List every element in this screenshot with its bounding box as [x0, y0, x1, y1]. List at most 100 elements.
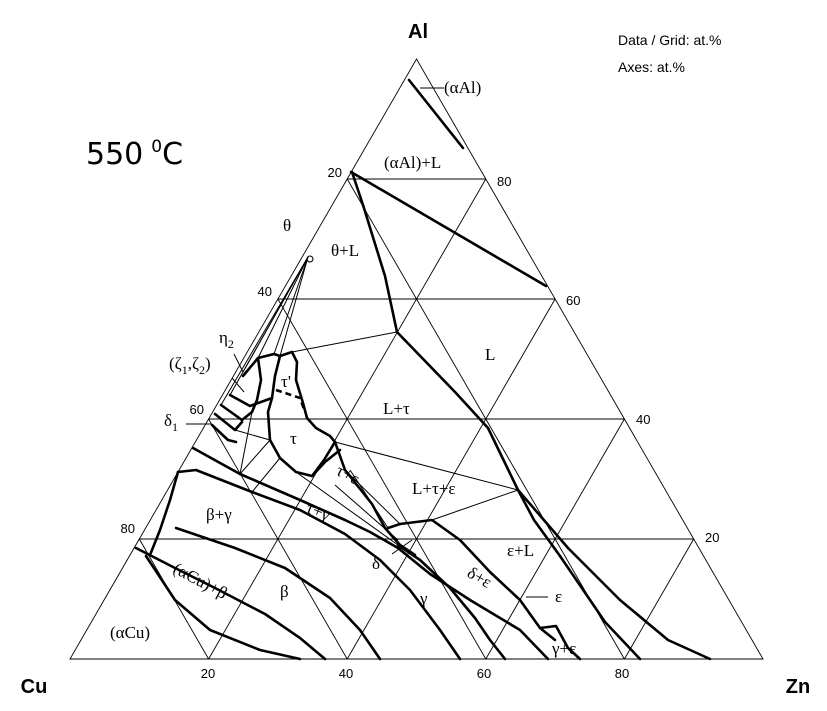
tie-line-tau-L [291, 331, 398, 353]
tie-line-14 [349, 469, 389, 529]
phase-label-eps: ε [555, 587, 562, 606]
boundary-eps-gamma [538, 624, 582, 661]
note-axes: Axes: at.% [618, 59, 685, 75]
boundary-zeta-bottom [219, 403, 254, 422]
tie-line-10 [251, 457, 281, 493]
triangle-outline [69, 58, 764, 660]
phase-label-alal-L: (αAl)+L [384, 153, 441, 172]
phase-label-alcu: (αCu) [110, 623, 150, 642]
phase-label-theta: θ [283, 216, 291, 235]
boundary-beta-gamma-right [176, 468, 462, 661]
grid-cu-20 [346, 178, 625, 660]
phase-label-tau: τ [290, 429, 297, 448]
tick-bottom-40: 40 [339, 666, 353, 681]
boundary-eta2-top [241, 352, 282, 378]
phase-label-alcu-beta: (αCu)+β [170, 559, 230, 603]
zeta-sub1: 1 [182, 363, 188, 377]
boundary-beta-gamma-left [148, 470, 180, 557]
phase-label-alal: (αAl) [444, 78, 481, 97]
boundary-tau-prime-left [270, 354, 282, 400]
boundary-alcu-solvus [144, 554, 302, 661]
temperature-label: 550 0C [86, 137, 183, 172]
boundary-liquidus-main [395, 330, 642, 661]
phase-label-delta: δ [372, 554, 380, 573]
phase-label-tau-prime: τ' [281, 372, 291, 391]
temperature-degree: 0 [151, 137, 162, 157]
tick-right-80: 80 [497, 174, 511, 189]
boundary-delta1-bottom [210, 423, 238, 444]
boundary-beta-upper [174, 526, 382, 661]
tie-line-12 [334, 484, 399, 541]
phase-label-gamma-eps: γ+ε [551, 639, 576, 658]
boundary-liquidus-zn [516, 488, 712, 661]
zeta-mid: ,ζ [188, 354, 199, 373]
phase-label-L-tau-eps: L+τ+ε [412, 479, 456, 498]
zeta-close: ) [205, 354, 211, 373]
zeta-open: (ζ [169, 354, 182, 373]
delta1-main: δ [164, 411, 172, 430]
boundary-theta-liquidus [350, 170, 399, 334]
boundary-tau-lower [266, 396, 337, 478]
tie-line-11 [295, 471, 399, 546]
leader-eta2 [233, 353, 244, 373]
tick-bottom-80: 80 [615, 666, 629, 681]
temperature-unit: C [162, 137, 183, 172]
zeta-sub2: 2 [199, 363, 205, 377]
leader-zeta [231, 377, 245, 393]
tie-line-L-tau-eps-top [334, 441, 519, 491]
grid-zn-40 [346, 298, 556, 660]
grid-zn-80 [624, 538, 695, 660]
boundary-delta-gamma [396, 543, 507, 661]
theta-point-marker [306, 255, 314, 263]
boundary-delta-eps [386, 518, 557, 642]
tie-line-9 [234, 429, 271, 441]
tick-bottom-20: 20 [201, 666, 215, 681]
phase-label-beta: β [280, 582, 289, 601]
corner-label-zn: Zn [786, 676, 810, 698]
phase-label-delta-eps: δ+ε [464, 563, 495, 592]
phase-label-tau-gamma: τ+γ [304, 498, 334, 525]
boundary-gamma-upper [191, 446, 550, 661]
tie-line-3 [273, 256, 309, 355]
tick-bottom-60: 60 [477, 666, 491, 681]
delta1-sub: 1 [172, 420, 178, 434]
phase-label-beta-gamma: β+γ [206, 505, 232, 524]
tie-line-L-tau-eps-bottom [431, 489, 519, 521]
tick-right-60: 60 [566, 293, 580, 308]
note-data-grid: Data / Grid: at.% [618, 32, 721, 48]
corner-label-cu: Cu [21, 676, 48, 698]
tie-line-2 [257, 256, 309, 359]
tie-line-13 [344, 469, 401, 525]
boundary-alal-liquid [349, 170, 548, 288]
phase-label-zeta: (ζ1,ζ2) [169, 354, 211, 377]
tie-line-8 [239, 439, 271, 475]
tick-right-40: 40 [636, 412, 650, 427]
boundary-tau-eps-left [333, 440, 417, 557]
phase-label-L: L [485, 345, 495, 364]
phase-label-eta2: η2 [219, 328, 234, 351]
eta-sub: 2 [228, 337, 234, 351]
corner-label-al: Al [408, 21, 428, 43]
tick-left-40: 40 [258, 284, 272, 299]
phase-label-eps-L: ε+L [507, 541, 534, 560]
boundary-tau-notch [310, 448, 342, 478]
boundary-eta2-right [250, 356, 263, 414]
tie-line-5 [220, 256, 309, 406]
phase-label-delta1: δ1 [164, 411, 178, 434]
phase-label-tau-eps: τ+ε [333, 461, 363, 489]
boundary-tau-prime-dashed [275, 388, 307, 413]
tie-line-7 [239, 411, 253, 475]
eta-main: η [219, 328, 228, 347]
phase-label-gamma: γ [419, 589, 428, 608]
tick-left-80: 80 [121, 521, 135, 536]
boundary-tau-prime-right [278, 350, 337, 444]
phase-label-theta-L: θ+L [331, 241, 359, 260]
boundary-alal-solvus [407, 78, 465, 150]
grid-cu-40 [277, 298, 487, 660]
grid-cu-60 [208, 418, 348, 660]
phase-label-L-tau: L+τ [383, 399, 410, 418]
tie-line-6 [279, 256, 309, 357]
leader-delta [391, 539, 413, 555]
tick-right-20: 20 [705, 530, 719, 545]
